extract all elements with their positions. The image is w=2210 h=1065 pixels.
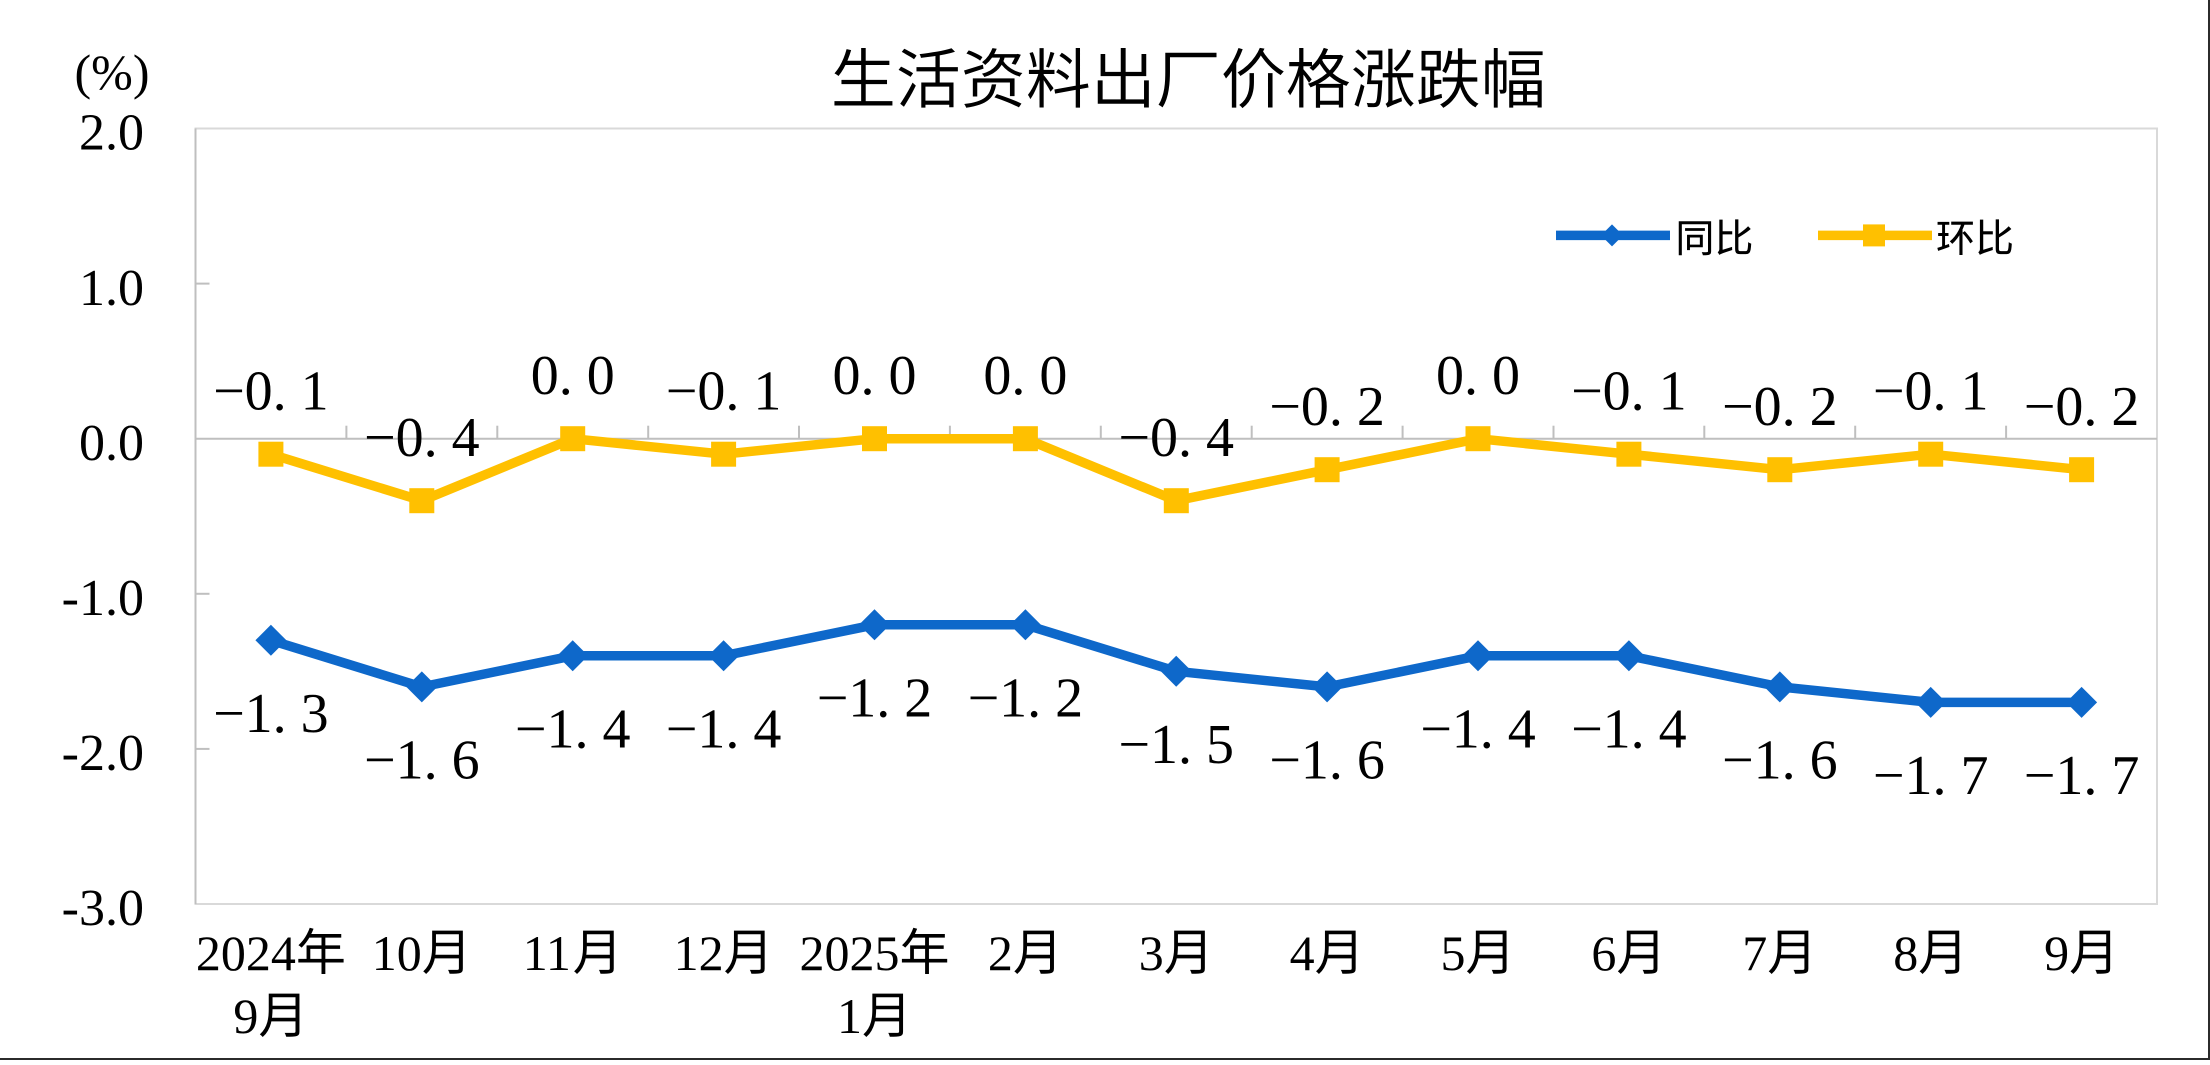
svg-text:1.0: 1.0 (79, 260, 144, 317)
svg-text:−1. 4: −1. 4 (515, 698, 631, 760)
svg-text:−0. 2: −0. 2 (1269, 376, 1385, 438)
svg-text:-1.0: -1.0 (62, 570, 144, 627)
svg-text:−0. 1: −0. 1 (666, 360, 782, 422)
svg-text:10: 10 (372, 925, 422, 981)
svg-text:1: 1 (837, 988, 862, 1044)
svg-text:−1. 2: −1. 2 (968, 667, 1084, 729)
svg-text:2: 2 (988, 925, 1013, 981)
svg-text:2025: 2025 (800, 925, 900, 981)
svg-text:0.0: 0.0 (79, 415, 144, 472)
svg-text:5: 5 (1441, 925, 1466, 981)
svg-text:2024: 2024 (196, 925, 296, 981)
svg-text:6: 6 (1591, 925, 1616, 981)
svg-text:−1. 4: −1. 4 (666, 698, 782, 760)
svg-text:−1. 3: −1. 3 (213, 683, 329, 745)
svg-text:9: 9 (233, 988, 258, 1044)
svg-text:-3.0: -3.0 (62, 880, 144, 937)
svg-text:−1. 2: −1. 2 (817, 667, 933, 729)
svg-text:−0. 1: −0. 1 (1873, 360, 1989, 422)
svg-text:0. 0: 0. 0 (1436, 345, 1520, 407)
svg-text:8: 8 (1893, 925, 1918, 981)
svg-text:0. 0: 0. 0 (833, 345, 917, 407)
svg-text:7: 7 (1742, 925, 1767, 981)
svg-text:12: 12 (674, 925, 724, 981)
svg-text:0. 0: 0. 0 (531, 345, 615, 407)
svg-text:−0. 4: −0. 4 (1118, 407, 1234, 469)
svg-text:3: 3 (1139, 925, 1164, 981)
svg-text:0. 0: 0. 0 (983, 345, 1067, 407)
svg-text:−0. 4: −0. 4 (364, 407, 480, 469)
svg-text:-2.0: -2.0 (62, 725, 144, 782)
svg-text:−1. 6: −1. 6 (1269, 729, 1385, 791)
svg-text:−0. 1: −0. 1 (213, 360, 329, 422)
svg-text:4: 4 (1290, 925, 1315, 981)
svg-text:−1. 6: −1. 6 (364, 729, 480, 791)
svg-text:11: 11 (523, 925, 571, 981)
svg-text:(%): (%) (75, 44, 150, 100)
svg-text:−0. 2: −0. 2 (1722, 376, 1838, 438)
svg-text:9: 9 (2044, 925, 2069, 981)
svg-text:−1. 6: −1. 6 (1722, 729, 1838, 791)
svg-text:−1. 7: −1. 7 (2024, 745, 2140, 807)
svg-text:−0. 2: −0. 2 (2024, 376, 2140, 438)
svg-text:−1. 4: −1. 4 (1420, 698, 1536, 760)
svg-text:−1. 4: −1. 4 (1571, 698, 1687, 760)
svg-text:2.0: 2.0 (79, 105, 144, 162)
svg-text:−1. 7: −1. 7 (1873, 745, 1989, 807)
svg-text:−1. 5: −1. 5 (1118, 714, 1234, 776)
svg-text:−0. 1: −0. 1 (1571, 360, 1687, 422)
